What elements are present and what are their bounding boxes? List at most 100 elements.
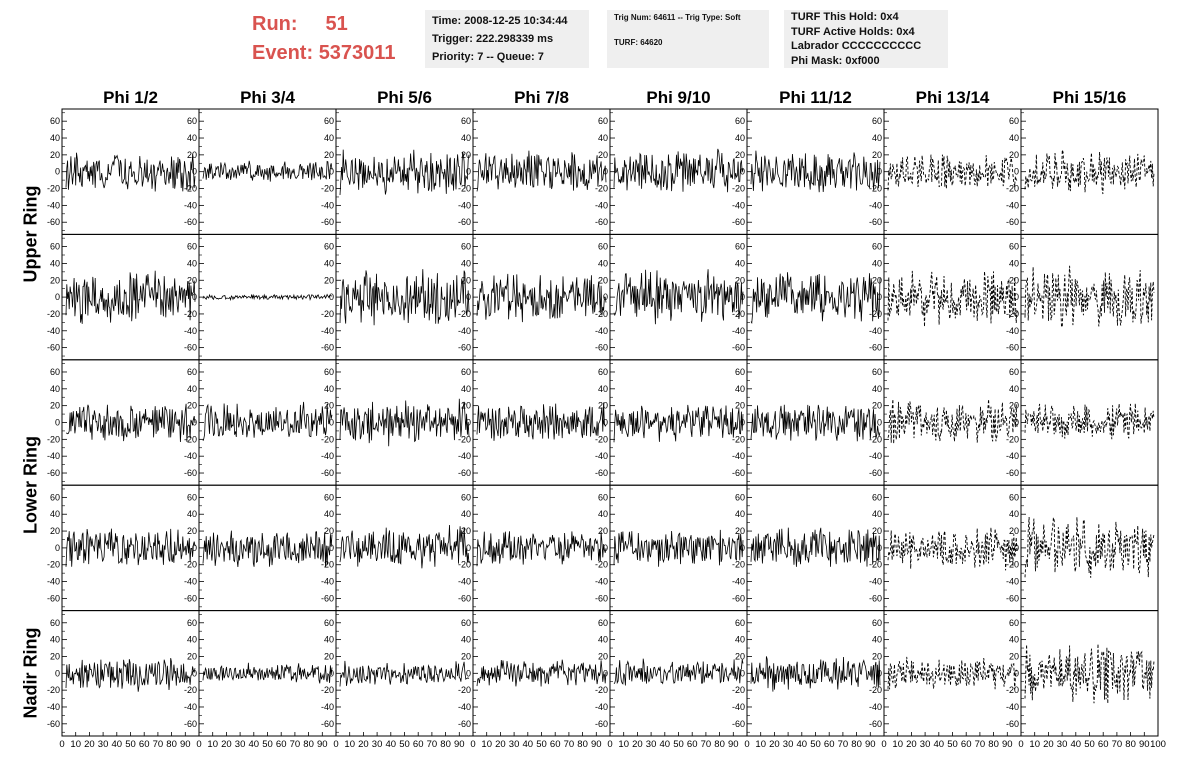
y-tick-label: 60 (872, 367, 882, 377)
y-tick-label: 40 (50, 509, 60, 519)
y-tick-label: -40 (732, 702, 745, 712)
waveform-trace (65, 658, 196, 692)
waveform-trace (613, 269, 744, 325)
waveform-trace (613, 658, 744, 686)
y-tick-label: 40 (461, 635, 471, 645)
waveform-trace (887, 154, 1018, 191)
x-tick-label: 30 (372, 739, 383, 750)
y-tick-label: 60 (50, 367, 60, 377)
x-tick-label: 50 (399, 739, 410, 750)
waveform-trace (887, 656, 1018, 690)
y-tick-label: 40 (1009, 509, 1019, 519)
y-tick-label: -40 (869, 451, 882, 461)
y-tick-label: 20 (50, 526, 60, 536)
waveform-trace (1024, 516, 1155, 578)
waveform-trace (887, 399, 1018, 444)
x-tick-label: 10 (481, 739, 492, 750)
x-tick-label: 40 (523, 739, 534, 750)
y-tick-label: 20 (598, 150, 608, 160)
y-tick-label: -20 (595, 434, 608, 444)
y-tick-label: 60 (187, 242, 197, 252)
y-tick-label: -20 (321, 685, 334, 695)
y-tick-label: 40 (598, 258, 608, 268)
turf-info-panel: TURF This Hold: 0x4 TURF Active Holds: 0… (784, 10, 948, 68)
waveform-trace (613, 529, 744, 567)
x-tick-label: 20 (906, 739, 917, 750)
y-tick-label: -40 (321, 326, 334, 336)
x-tick-label: 40 (1071, 739, 1082, 750)
x-tick-label: 40 (934, 739, 945, 750)
x-tick-label: 60 (276, 739, 287, 750)
y-tick-label: 40 (1009, 635, 1019, 645)
y-tick-label: 0 (740, 292, 745, 302)
y-tick-label: -40 (595, 577, 608, 587)
y-tick-label: -60 (458, 343, 471, 353)
column-label: Phi 7/8 (514, 88, 569, 107)
y-tick-label: 0 (192, 668, 197, 678)
y-tick-label: 20 (50, 651, 60, 661)
y-tick-label: 0 (1014, 292, 1019, 302)
phi-mask-text: Phi Mask: 0xf000 (791, 54, 880, 67)
y-tick-label: 60 (324, 367, 334, 377)
y-tick-label: 0 (740, 418, 745, 428)
y-tick-label: 0 (192, 418, 197, 428)
y-tick-label: 60 (735, 618, 745, 628)
x-tick-label: 70 (153, 739, 164, 750)
x-tick-label: 50 (125, 739, 136, 750)
x-tick-label: 30 (920, 739, 931, 750)
y-tick-label: -60 (732, 343, 745, 353)
y-tick-label: -40 (184, 577, 197, 587)
y-tick-label: -40 (458, 326, 471, 336)
y-tick-label: 20 (735, 651, 745, 661)
y-tick-label: 60 (50, 618, 60, 628)
trigger-text: Trigger: 222.298339 ms (432, 33, 554, 45)
x-tick-label: 10 (207, 739, 218, 750)
y-tick-label: 60 (735, 116, 745, 126)
y-tick-label: 60 (324, 492, 334, 502)
x-tick-label: 80 (166, 739, 177, 750)
y-tick-label: -20 (184, 685, 197, 695)
y-tick-label: -40 (47, 702, 60, 712)
y-tick-label: -60 (47, 468, 60, 478)
y-tick-label: 40 (1009, 384, 1019, 394)
y-tick-label: -60 (869, 719, 882, 729)
y-tick-label: -20 (47, 184, 60, 194)
waveform-trace (476, 659, 607, 687)
priority-text: Priority: 7 -- Queue: 7 (432, 51, 544, 63)
y-tick-label: 20 (598, 651, 608, 661)
y-tick-label: 40 (872, 133, 882, 143)
y-tick-label: 20 (461, 150, 471, 160)
y-tick-label: 40 (324, 384, 334, 394)
waveform-trace (1024, 403, 1155, 440)
x-tick-label: 90 (591, 739, 602, 750)
y-tick-label: 60 (461, 116, 471, 126)
x-tick-label: 20 (358, 739, 369, 750)
y-tick-label: -20 (184, 309, 197, 319)
x-tick-label: 80 (851, 739, 862, 750)
y-tick-label: 20 (187, 150, 197, 160)
run-event-block: Run: 51 Event: 5373011 (252, 10, 395, 68)
y-tick-label: 40 (1009, 258, 1019, 268)
y-tick-label: -20 (458, 184, 471, 194)
y-tick-label: 0 (329, 167, 334, 177)
labrador-text: Labrador CCCCCCCCCC (791, 40, 922, 52)
y-tick-label: -40 (47, 200, 60, 210)
y-tick-label: -60 (595, 593, 608, 603)
y-tick-label: 20 (872, 401, 882, 411)
waveform-trace (202, 401, 333, 441)
y-tick-label: -20 (732, 685, 745, 695)
y-tick-label: -40 (595, 200, 608, 210)
y-tick-label: 0 (329, 543, 334, 553)
y-tick-label: -20 (1006, 184, 1019, 194)
x-tick-label: 60 (961, 739, 972, 750)
turf-this-hold-text: TURF This Hold: 0x4 (791, 11, 899, 23)
y-tick-label: -20 (595, 560, 608, 570)
y-tick-label: 0 (466, 292, 471, 302)
y-tick-label: -20 (47, 560, 60, 570)
y-tick-label: 20 (324, 275, 334, 285)
y-tick-label: -20 (595, 184, 608, 194)
y-tick-label: 40 (187, 635, 197, 645)
y-tick-label: -40 (184, 200, 197, 210)
y-tick-label: 60 (50, 492, 60, 502)
y-tick-label: -40 (184, 451, 197, 461)
